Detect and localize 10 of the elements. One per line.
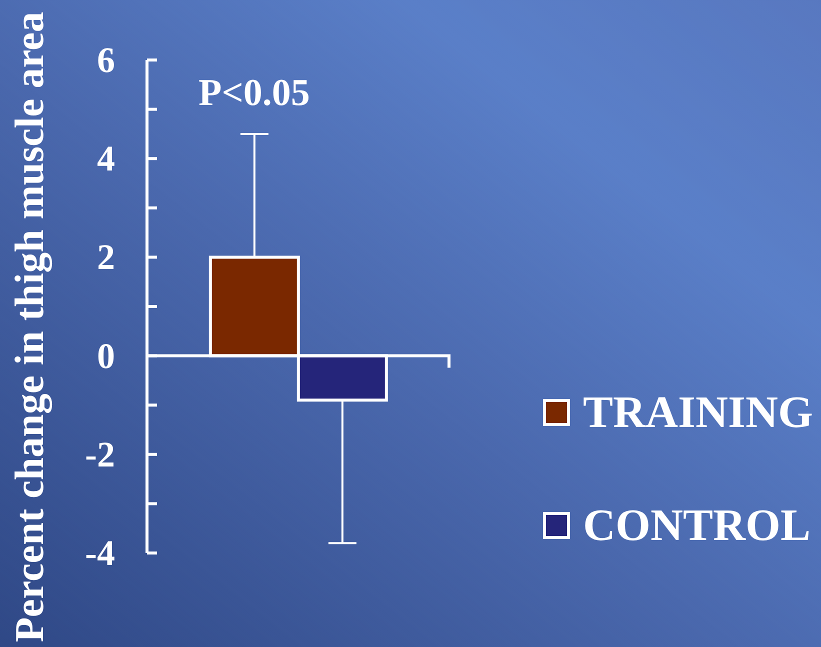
y-tick-label: 4 — [97, 138, 115, 179]
y-tick-label: 6 — [97, 40, 115, 80]
y-tick-label: -4 — [85, 533, 115, 573]
annotation: P<0.05 — [198, 72, 310, 114]
legend-label: CONTROL — [583, 499, 811, 552]
y-axis-title: Percent change in thigh muscle area — [6, 12, 53, 642]
y-tick-label: 0 — [97, 336, 115, 376]
y-tick-label: 2 — [97, 237, 115, 278]
y-tick-label: -2 — [85, 434, 115, 474]
legend-label: TRAINING — [583, 386, 814, 439]
